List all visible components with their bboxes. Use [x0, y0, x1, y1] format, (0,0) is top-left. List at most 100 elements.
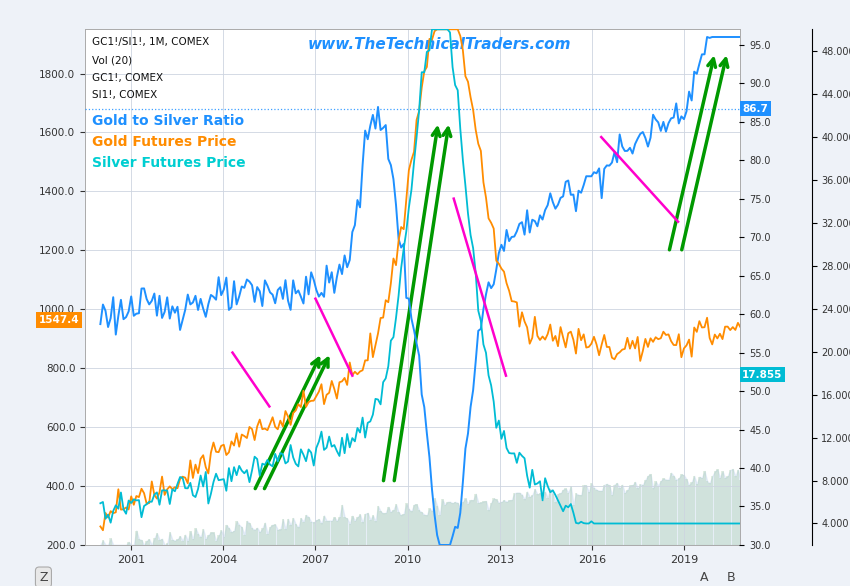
Bar [534, 489, 536, 545]
Bar [289, 525, 292, 545]
Bar [644, 480, 647, 545]
Bar [724, 478, 726, 545]
Bar [495, 499, 497, 545]
Bar [168, 532, 171, 545]
Bar [253, 530, 256, 545]
Bar [575, 493, 577, 545]
Bar [652, 488, 654, 545]
Bar [459, 509, 462, 545]
Bar [672, 476, 675, 545]
Bar [235, 521, 238, 545]
Bar [413, 505, 416, 545]
Bar [585, 485, 587, 545]
Bar [298, 527, 299, 545]
Bar [397, 512, 400, 545]
Bar [670, 473, 672, 545]
Bar [559, 493, 562, 545]
Bar [200, 537, 201, 545]
Bar [441, 499, 444, 545]
Bar [737, 469, 740, 545]
Bar [557, 494, 559, 545]
Bar [484, 501, 487, 545]
Bar [276, 530, 279, 545]
Bar [706, 481, 708, 545]
Bar [384, 513, 387, 545]
Bar [326, 521, 328, 545]
Bar [657, 486, 660, 545]
Bar [598, 490, 600, 545]
Bar [734, 476, 737, 545]
Bar [600, 490, 603, 545]
Bar [482, 502, 484, 545]
Bar [605, 484, 608, 545]
Bar [621, 485, 623, 545]
Bar [717, 469, 718, 545]
Bar [184, 534, 186, 545]
Bar [477, 503, 479, 545]
Bar [294, 524, 297, 545]
Bar [667, 480, 670, 545]
Bar [603, 485, 605, 545]
Bar [220, 530, 223, 545]
Bar [474, 494, 477, 545]
Bar [472, 500, 474, 545]
Bar [359, 515, 361, 545]
Bar [444, 505, 446, 545]
Bar [434, 498, 436, 545]
Bar [156, 533, 158, 545]
Bar [693, 476, 695, 545]
Bar [186, 541, 189, 545]
Bar [683, 475, 685, 545]
Bar [564, 489, 567, 545]
Bar [371, 515, 374, 545]
Bar [608, 485, 610, 545]
Bar [541, 500, 544, 545]
Bar [207, 535, 210, 545]
Bar [284, 529, 286, 545]
Bar [351, 516, 354, 545]
Bar [261, 529, 264, 545]
Text: 1547.4: 1547.4 [39, 315, 79, 325]
Bar [258, 532, 261, 545]
Bar [323, 516, 326, 545]
Bar [740, 479, 742, 545]
Bar [328, 520, 331, 545]
Bar [426, 515, 428, 545]
Bar [308, 517, 310, 545]
Bar [456, 503, 459, 545]
Bar [173, 540, 176, 545]
Bar [531, 495, 534, 545]
Bar [431, 511, 434, 545]
Bar [654, 481, 657, 545]
Bar [215, 540, 218, 545]
Bar [379, 511, 382, 545]
Text: A: A [700, 571, 709, 584]
Bar [251, 528, 253, 545]
Bar [487, 510, 490, 545]
Bar [238, 525, 241, 545]
Bar [341, 505, 343, 545]
Bar [333, 517, 336, 545]
Bar [418, 510, 421, 545]
Bar [703, 471, 705, 545]
Bar [539, 493, 541, 545]
Bar [634, 482, 637, 545]
Bar [181, 541, 184, 545]
Bar [274, 524, 276, 545]
Bar [665, 479, 667, 545]
Bar [446, 502, 449, 545]
Bar [742, 472, 745, 545]
Bar [572, 505, 575, 545]
Bar [677, 478, 680, 545]
Bar [492, 498, 495, 545]
Text: Z: Z [39, 571, 48, 584]
Bar [567, 493, 570, 545]
Bar [632, 485, 634, 545]
Bar [225, 525, 228, 545]
Bar [110, 539, 112, 545]
Bar [497, 503, 500, 545]
Bar [708, 483, 711, 545]
Bar [394, 504, 397, 545]
Bar [639, 485, 642, 545]
Text: 86.7: 86.7 [742, 104, 768, 114]
